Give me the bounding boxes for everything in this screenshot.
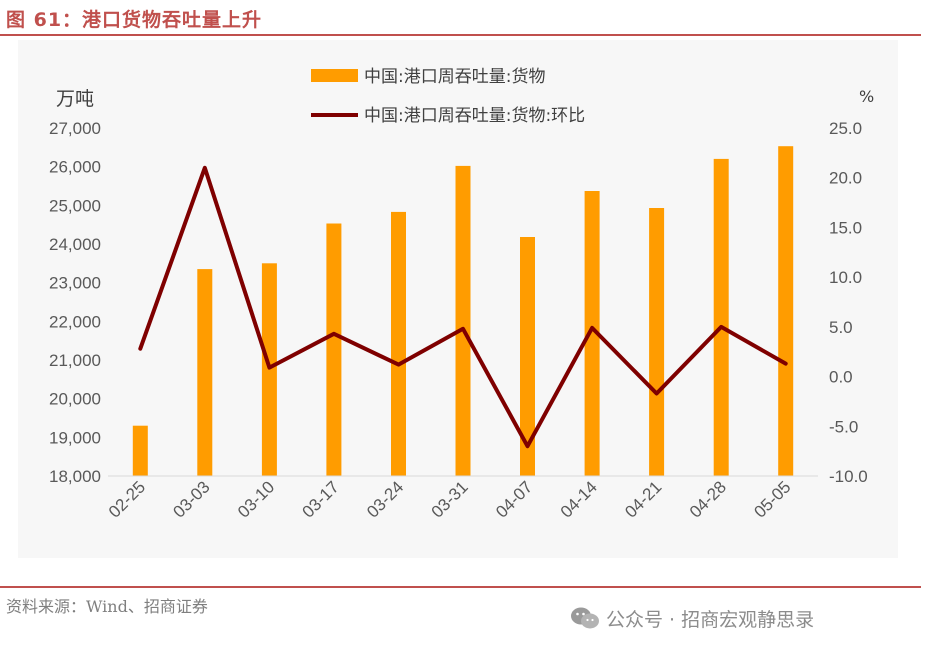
left-tick-label: 23,000 bbox=[49, 274, 101, 293]
line-point-04-07 bbox=[527, 445, 528, 447]
left-tick-label: 21,000 bbox=[49, 351, 101, 370]
line-point-04-14 bbox=[591, 327, 593, 329]
chart-title: 图 61：港口货物吞吐量上升 bbox=[6, 9, 263, 31]
line-point-03-10 bbox=[268, 367, 270, 369]
left-axis-unit: 万吨 bbox=[56, 88, 94, 110]
left-tick-label: 19,000 bbox=[49, 428, 101, 447]
left-tick-label: 24,000 bbox=[49, 235, 101, 254]
right-tick-label: -5.0 bbox=[829, 417, 858, 436]
left-tick-label: 25,000 bbox=[49, 196, 101, 215]
bar-03-17 bbox=[326, 223, 342, 476]
line-point-02-25 bbox=[139, 348, 141, 350]
left-tick-label: 20,000 bbox=[49, 390, 101, 409]
line-point-04-21 bbox=[656, 393, 658, 394]
right-tick-label: 0.0 bbox=[829, 368, 853, 387]
line-point-03-24 bbox=[398, 364, 399, 366]
right-tick-label: 5.0 bbox=[829, 318, 853, 337]
right-tick-label: 20.0 bbox=[829, 169, 862, 188]
line-point-04-28 bbox=[720, 326, 722, 328]
left-tick-label: 26,000 bbox=[49, 158, 101, 177]
right-tick-label: 15.0 bbox=[829, 218, 862, 237]
line-point-05-05 bbox=[785, 363, 787, 365]
legend: 中国:港口周吞吐量:货物 中国:港口周吞吐量:货物:环比 bbox=[311, 67, 585, 126]
line-point-03-31 bbox=[462, 328, 464, 330]
line-point-03-03 bbox=[204, 167, 206, 169]
bar-03-24 bbox=[391, 211, 406, 476]
left-axis: 18,000 19,000 20,000 21,000 22,000 23,000 24,0… bbox=[49, 119, 101, 486]
legend-bar-label: 中国:港口周吞吐量:货物 bbox=[364, 67, 545, 87]
line-layer bbox=[138, 165, 788, 449]
left-tick-label: 22,000 bbox=[49, 312, 101, 331]
bar-04-28 bbox=[713, 158, 729, 476]
wechat-icon bbox=[571, 607, 599, 629]
bottom-divider bbox=[0, 586, 921, 588]
right-tick-label: 25.0 bbox=[829, 119, 862, 138]
bar-03-03 bbox=[197, 269, 213, 476]
bar-05-05 bbox=[778, 146, 794, 476]
right-axis: -10.0 -5.0 0.0 5.0 10.0 15.0 20.0 25.0 bbox=[829, 119, 868, 486]
bar-03-31 bbox=[455, 165, 471, 476]
right-axis-unit: % bbox=[859, 87, 874, 106]
bar-04-14 bbox=[584, 191, 600, 476]
bars-layer bbox=[132, 146, 794, 476]
legend-bar-swatch bbox=[311, 69, 358, 82]
bar-02-25 bbox=[132, 425, 148, 476]
bar-04-21 bbox=[649, 208, 665, 476]
chart: 18,000 19,000 20,000 21,000 22,000 23,000 24,0… bbox=[18, 40, 898, 558]
source-note: 资料来源：Wind、招商证券 bbox=[6, 597, 208, 616]
bar-03-10 bbox=[261, 263, 277, 476]
bar-04-07 bbox=[520, 237, 535, 476]
right-tick-label: -10.0 bbox=[829, 467, 868, 486]
legend-line-label: 中国:港口周吞吐量:货物:环比 bbox=[364, 106, 585, 126]
right-tick-label: 10.0 bbox=[829, 268, 862, 287]
watermark: 公众号 · 招商宏观静思录 bbox=[570, 604, 814, 632]
line-point-03-17 bbox=[333, 333, 335, 335]
left-tick-label: 18,000 bbox=[49, 467, 101, 486]
left-tick-label: 27,000 bbox=[49, 119, 101, 138]
watermark-text: 公众号 · 招商宏观静思录 bbox=[606, 608, 815, 631]
top-divider bbox=[0, 34, 921, 36]
